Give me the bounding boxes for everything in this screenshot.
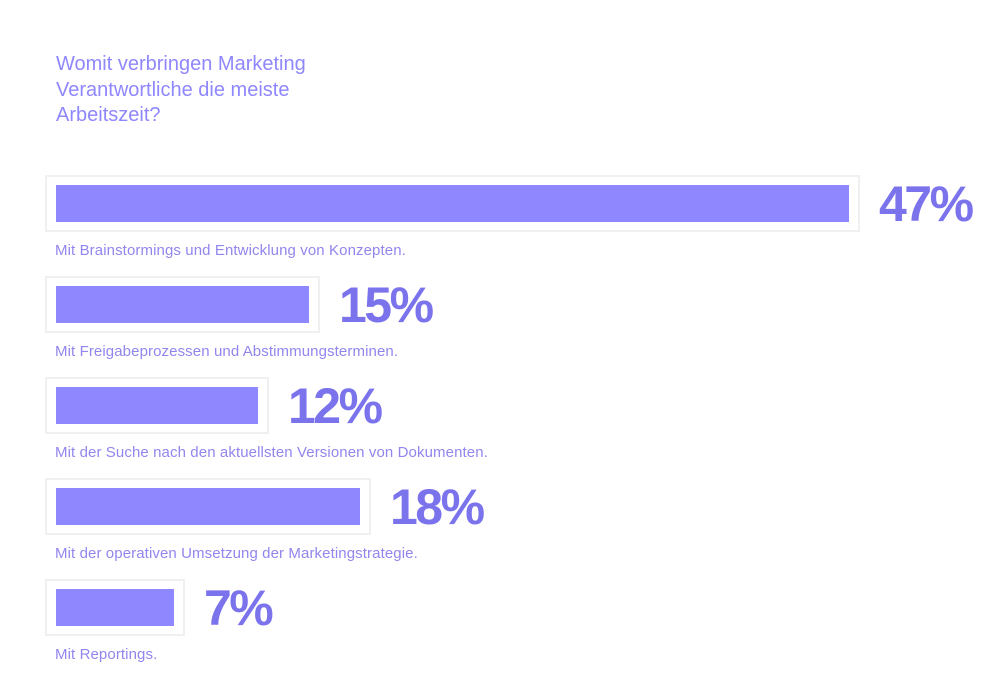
bar	[56, 488, 360, 525]
chart-title: Womit verbringen Marketing Verantwortlic…	[56, 53, 306, 126]
bar-value-label: 18%	[390, 479, 485, 535]
bar-value-label: 12%	[288, 378, 383, 434]
category-label: Mit der Suche nach den aktuellsten Versi…	[55, 444, 488, 461]
category-label: Mit Freigabeprozessen und Abstimmungster…	[55, 343, 399, 360]
bar	[56, 589, 174, 626]
bar-value-label: 15%	[339, 277, 434, 333]
bar-value-label: 47%	[879, 176, 974, 232]
bar	[56, 286, 309, 323]
bar	[56, 185, 849, 222]
bar	[56, 387, 258, 424]
category-label: Mit Brainstormings und Entwicklung von K…	[55, 242, 406, 259]
bar-value-label: 7%	[204, 580, 274, 636]
category-label: Mit Reportings.	[55, 646, 158, 663]
category-label: Mit der operativen Umsetzung der Marketi…	[55, 545, 418, 562]
